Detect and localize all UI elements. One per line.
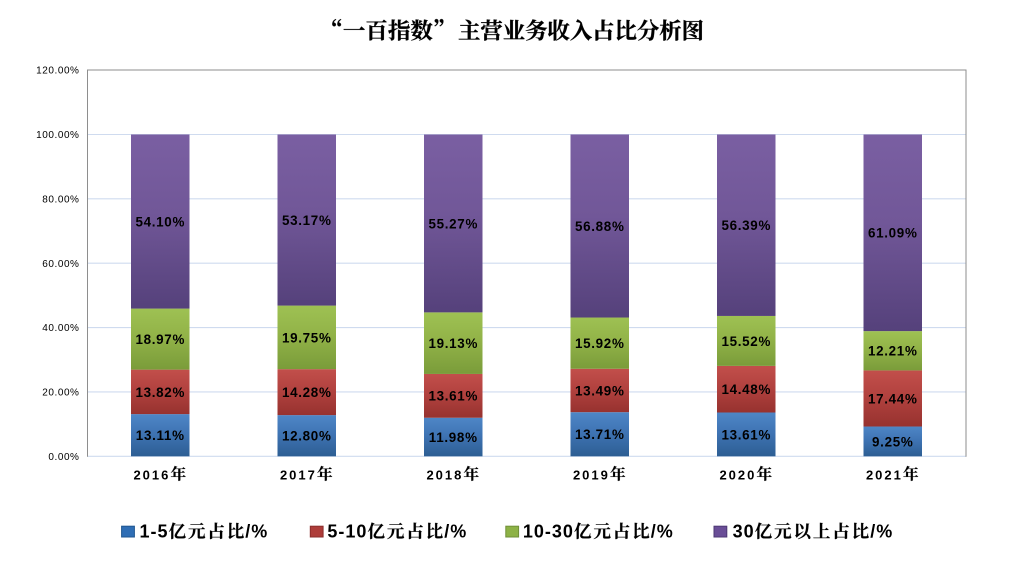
svg-text:80.00%: 80.00% bbox=[42, 194, 79, 205]
svg-text:13.11%: 13.11% bbox=[136, 428, 185, 443]
svg-text:60.00%: 60.00% bbox=[42, 259, 79, 270]
svg-text:13.82%: 13.82% bbox=[135, 385, 185, 400]
svg-text:19.75%: 19.75% bbox=[282, 330, 332, 345]
svg-text:2016: 2016 bbox=[133, 468, 170, 483]
svg-text:15.52%: 15.52% bbox=[721, 334, 771, 349]
svg-text:2018: 2018 bbox=[426, 468, 463, 483]
svg-text:/%: /% bbox=[245, 522, 268, 542]
svg-text:0.00%: 0.00% bbox=[48, 452, 79, 463]
svg-text:61.09%: 61.09% bbox=[868, 226, 918, 241]
svg-text:100.00%: 100.00% bbox=[36, 130, 79, 141]
svg-text:10-30: 10-30 bbox=[523, 522, 574, 542]
svg-text:2021: 2021 bbox=[866, 468, 903, 483]
svg-text:19.13%: 19.13% bbox=[428, 336, 478, 351]
svg-text:13.61%: 13.61% bbox=[428, 389, 478, 404]
svg-text:/%: /% bbox=[651, 522, 674, 542]
svg-text:12.21%: 12.21% bbox=[868, 344, 918, 359]
svg-text:13.49%: 13.49% bbox=[575, 383, 625, 398]
svg-text:14.28%: 14.28% bbox=[282, 385, 332, 400]
svg-text:53.17%: 53.17% bbox=[282, 213, 332, 228]
svg-text:18.97%: 18.97% bbox=[135, 332, 185, 347]
svg-text:56.39%: 56.39% bbox=[721, 218, 771, 233]
svg-text:5-10: 5-10 bbox=[327, 522, 367, 542]
svg-text:/%: /% bbox=[444, 522, 467, 542]
svg-text:13.71%: 13.71% bbox=[575, 427, 625, 442]
svg-text:13.61%: 13.61% bbox=[721, 427, 771, 442]
svg-text:20.00%: 20.00% bbox=[42, 388, 79, 399]
svg-text:15.92%: 15.92% bbox=[575, 336, 625, 351]
svg-text:55.27%: 55.27% bbox=[428, 216, 478, 231]
svg-text:14.48%: 14.48% bbox=[721, 382, 771, 397]
svg-text:56.88%: 56.88% bbox=[575, 219, 625, 234]
svg-text:9.25%: 9.25% bbox=[872, 434, 913, 449]
svg-text:2019: 2019 bbox=[573, 468, 610, 483]
svg-text:30: 30 bbox=[733, 522, 755, 542]
svg-text:/%: /% bbox=[870, 522, 893, 542]
svg-text:2020: 2020 bbox=[719, 468, 756, 483]
svg-text:12.80%: 12.80% bbox=[282, 429, 332, 444]
svg-text:1-5: 1-5 bbox=[140, 522, 169, 542]
svg-text:54.10%: 54.10% bbox=[135, 214, 185, 229]
svg-text:2017: 2017 bbox=[280, 468, 317, 483]
svg-text:17.44%: 17.44% bbox=[868, 391, 918, 406]
svg-text:11.98%: 11.98% bbox=[429, 430, 478, 445]
svg-text:40.00%: 40.00% bbox=[42, 323, 79, 334]
svg-text:120.00%: 120.00% bbox=[36, 66, 79, 77]
